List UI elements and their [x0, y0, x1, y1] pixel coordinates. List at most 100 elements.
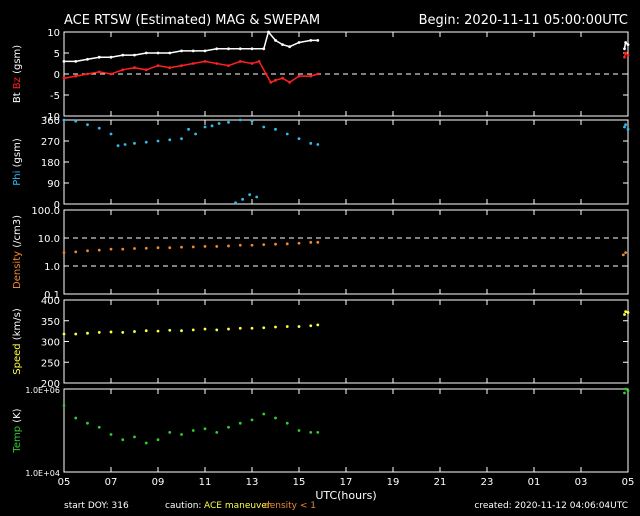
data-point [269, 81, 273, 84]
data-point [203, 49, 207, 53]
y-tick-label: -10 [44, 112, 60, 123]
data-point [156, 64, 160, 67]
data-point [297, 137, 301, 141]
begin-time: Begin: 2020-11-11 05:00:00UTC [419, 13, 628, 28]
maneuver-note: ACE maneuver [204, 501, 271, 511]
data-point [623, 313, 626, 316]
data-point [238, 326, 242, 330]
data-point [238, 60, 242, 63]
x-tick-label: 19 [387, 477, 400, 488]
y-axis-label: Phi (gsm) [12, 138, 23, 186]
data-point [274, 325, 277, 329]
data-point [274, 416, 277, 420]
caution-label: caution: [165, 501, 201, 511]
data-point [316, 143, 320, 146]
series-bt [62, 30, 320, 63]
data-point [288, 81, 291, 84]
panel-speed: 400 350 300 250 200 Speed (km/s) [12, 296, 630, 390]
data-point [86, 331, 89, 335]
data-point [250, 47, 254, 51]
series-bz [62, 60, 320, 84]
data-point [626, 53, 630, 57]
panel-phi: 360 270 180 90 0 Phi (gsm) [12, 116, 630, 211]
start-doy: start DOY: 316 [64, 501, 129, 511]
data-point [255, 195, 259, 199]
y-axis-label-part: Bt [12, 92, 23, 103]
data-point [309, 74, 313, 78]
y-tick-label: 1.0 [44, 262, 60, 273]
series-line [64, 30, 318, 63]
y-axis-label-part: Speed [12, 343, 23, 374]
panel-frame [63, 388, 629, 473]
data-point [133, 141, 136, 145]
y-tick-label: 10 [47, 28, 60, 39]
data-point [194, 132, 198, 136]
data-point [180, 433, 183, 436]
data-point [203, 60, 207, 63]
series-bz [623, 51, 630, 59]
data-point [241, 197, 245, 201]
y-tick-label: 360 [41, 116, 60, 127]
data-point [180, 329, 183, 333]
y-axis-label: Density (/cm3) [12, 215, 23, 289]
data-point [274, 78, 277, 82]
data-point [203, 327, 207, 331]
data-point [274, 127, 277, 131]
y-tick-label: 180 [41, 158, 60, 169]
data-point [62, 332, 66, 336]
data-point [86, 72, 89, 76]
data-point [133, 330, 136, 333]
data-point [203, 245, 207, 248]
data-point [191, 62, 195, 65]
data-point [156, 139, 160, 143]
data-point [227, 120, 230, 124]
data-point [281, 76, 284, 80]
data-point [250, 326, 254, 330]
data-point [168, 328, 172, 332]
data-point [156, 438, 160, 442]
data-point [121, 247, 125, 251]
data-point [180, 245, 183, 249]
data-point [285, 132, 289, 136]
data-point [62, 76, 66, 80]
data-point [285, 325, 289, 328]
x-tick-label: 21 [434, 477, 447, 488]
data-point [624, 251, 628, 255]
data-point [623, 47, 626, 51]
y-tick-label: 5 [54, 49, 60, 60]
data-point [121, 53, 125, 57]
series-phi [234, 193, 259, 205]
data-point [264, 72, 268, 76]
data-point [109, 247, 113, 251]
data-point [168, 66, 172, 70]
data-point [191, 245, 195, 249]
chart-title: ACE RTSW (Estimated) MAG & SWEPAM [64, 13, 320, 28]
y-axis-label-part: Temp [12, 426, 23, 454]
data-point [624, 41, 628, 44]
data-point [168, 51, 172, 55]
data-point [281, 43, 284, 46]
data-point [144, 441, 148, 445]
x-tick-label: 05 [622, 477, 635, 488]
data-point [121, 68, 125, 72]
data-point [121, 330, 125, 334]
data-point [626, 311, 630, 314]
y-tick-label: -5 [50, 91, 60, 102]
data-point [97, 425, 101, 429]
x-tick-label: 15 [293, 477, 306, 488]
data-point [109, 55, 113, 59]
y-axis-label-part: (K) [12, 408, 23, 426]
data-point [144, 51, 148, 55]
y-tick-label: 1.0E+06 [25, 386, 60, 395]
data-point [623, 55, 626, 59]
data-point [133, 247, 136, 250]
data-point [274, 242, 277, 246]
data-point [168, 430, 172, 434]
data-point [144, 140, 148, 144]
data-point [288, 45, 291, 49]
data-point [626, 127, 630, 131]
data-point [624, 51, 628, 55]
y-tick-label: 0.1 [44, 290, 60, 301]
data-point [297, 325, 301, 328]
